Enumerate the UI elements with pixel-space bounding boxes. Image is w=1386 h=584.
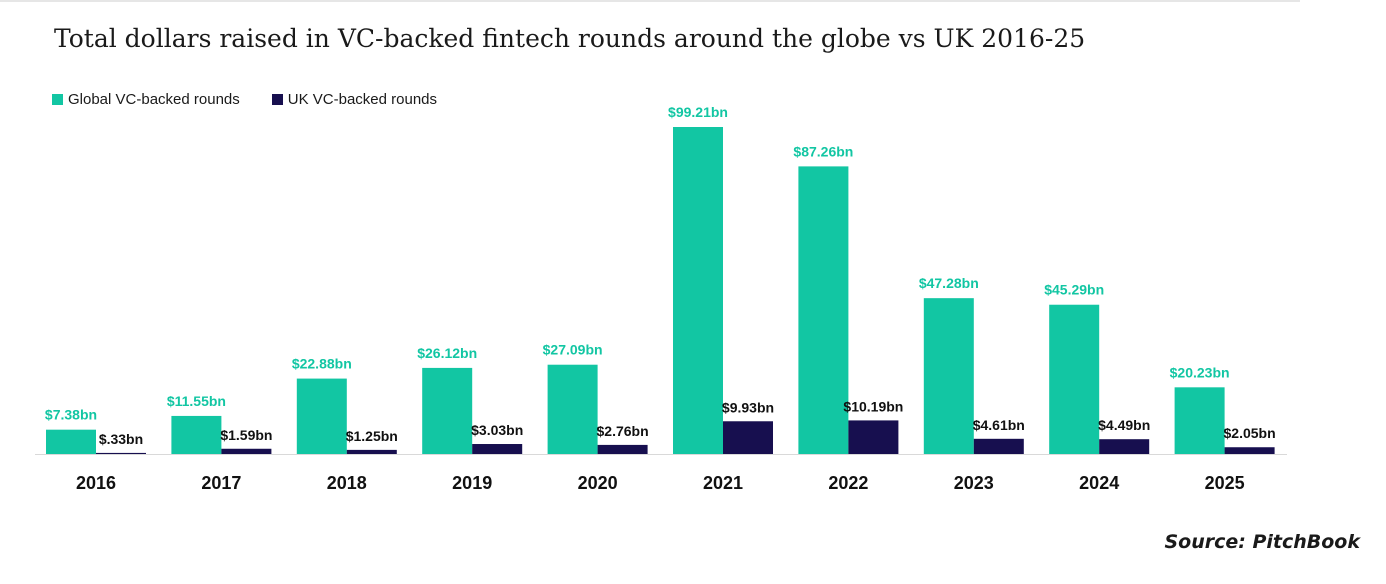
data-label-global-2020: $27.09bn: [543, 342, 603, 358]
top-rule: [0, 0, 1300, 2]
bar-uk-2024: [1099, 439, 1150, 454]
x-tick-label-2018: 2018: [327, 473, 367, 493]
data-label-global-2023: $47.28bn: [919, 275, 979, 291]
legend-item-global: Global VC-backed rounds: [52, 91, 240, 108]
data-label-global-2024: $45.29bn: [1044, 282, 1104, 298]
chart-title: Total dollars raised in VC-backed fintec…: [54, 24, 1086, 53]
bar-global-2023: [923, 298, 974, 454]
bar-uk-2020: [597, 444, 648, 454]
x-tick-label-2023: 2023: [954, 473, 994, 493]
bar-uk-2023: [973, 438, 1024, 454]
data-label-uk-2016: $.33bn: [99, 431, 143, 447]
data-label-global-2022: $87.26bn: [793, 143, 853, 159]
x-tick-label-2020: 2020: [578, 473, 618, 493]
data-label-global-2018: $22.88bn: [292, 356, 352, 372]
data-label-uk-2019: $3.03bn: [471, 422, 523, 438]
bar-uk-2022: [848, 420, 899, 454]
bar-global-2025: [1174, 387, 1225, 454]
legend: Global VC-backed rounds UK VC-backed rou…: [52, 91, 469, 108]
bar-uk-2019: [472, 444, 523, 454]
x-tick-label-2016: 2016: [76, 473, 116, 493]
bar-uk-2021: [723, 421, 773, 454]
legend-label-global: Global VC-backed rounds: [68, 91, 240, 108]
data-label-uk-2022: $10.19bn: [843, 398, 903, 414]
data-label-global-2016: $7.38bn: [45, 407, 97, 423]
x-tick-label-2021: 2021: [703, 473, 743, 493]
bar-global-2022: [798, 166, 849, 454]
bar-chart: $7.38bn$.33bn 2016 $11.55bn $1.59bn 2017 $22.…: [35, 104, 1287, 493]
legend-label-uk: UK VC-backed rounds: [287, 91, 438, 108]
source-note: Source: PitchBook: [1164, 531, 1360, 553]
x-tick-label-2022: 2022: [828, 473, 868, 493]
data-label-uk-2018: $1.25bn: [346, 428, 398, 444]
data-label-global-2019: $26.12bn: [417, 345, 477, 361]
bar-uk-2025: [1224, 447, 1275, 454]
bar-global-2017: [171, 415, 222, 454]
bar-global-2021: [673, 127, 723, 454]
bar-global-2020: [547, 364, 598, 454]
data-label-uk-2025: $2.05bn: [1224, 425, 1276, 441]
data-label-global-2017: $11.55bn: [167, 393, 226, 409]
bar-uk-2017: [221, 448, 272, 454]
legend-swatch-uk: [271, 94, 283, 105]
data-label-uk-2021: $9.93bn: [722, 399, 774, 415]
bar-global-2018: [296, 378, 347, 454]
x-tick-label-2024: 2024: [1079, 473, 1119, 493]
data-label-global-2025: $20.23bn: [1170, 364, 1230, 380]
data-label-uk-2024: $4.49bn: [1098, 417, 1150, 433]
data-label-global-2021: $99.21bn: [668, 104, 728, 120]
bar-global-2016: [46, 429, 96, 454]
legend-swatch-global: [52, 94, 63, 105]
x-tick-label-2019: 2019: [452, 473, 492, 493]
bar-global-2019: [422, 367, 473, 454]
bar-global-2024: [1049, 304, 1100, 454]
x-tick-label-2017: 2017: [201, 473, 241, 493]
bar-uk-2018: [346, 449, 397, 454]
data-label-uk-2020: $2.76bn: [597, 423, 649, 439]
bar-uk-2016: [96, 452, 146, 454]
data-label-uk-2017: $1.59bn: [220, 427, 272, 443]
legend-item-uk: UK VC-backed rounds: [271, 91, 438, 108]
x-tick-label-2025: 2025: [1205, 473, 1245, 493]
data-label-uk-2023: $4.61bn: [973, 417, 1025, 433]
